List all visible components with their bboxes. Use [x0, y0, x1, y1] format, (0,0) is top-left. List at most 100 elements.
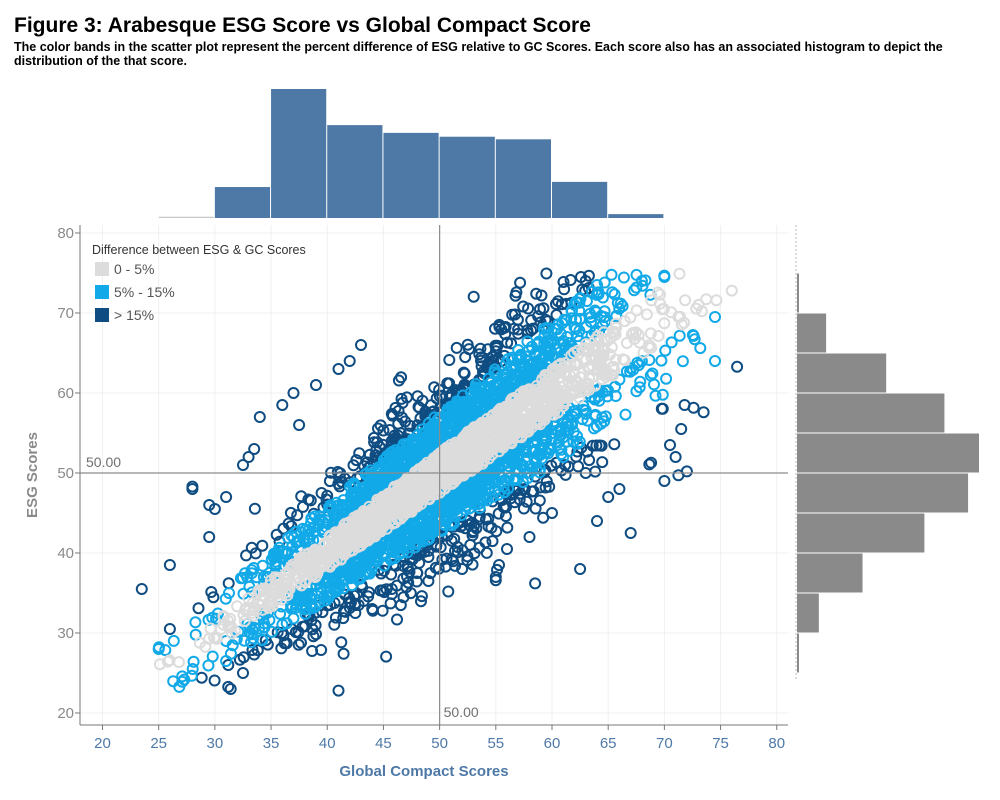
scatter-point: [187, 655, 200, 668]
scatter-point: [253, 411, 266, 423]
scatter-point: [366, 603, 379, 615]
scatter-point: [468, 520, 480, 532]
scatter-point: [645, 456, 658, 469]
scatter-point: [507, 474, 520, 487]
scatter-point: [263, 594, 276, 607]
scatter-point: [159, 644, 172, 657]
scatter-point: [370, 511, 383, 524]
scatter-point: [368, 431, 380, 444]
scatter-point: [506, 454, 519, 467]
scatter-point: [658, 317, 671, 330]
scatter-point: [606, 369, 619, 382]
scatter-point: [516, 359, 529, 371]
scatter-point: [551, 364, 564, 377]
scatter-point: [571, 344, 584, 357]
scatter-point: [416, 394, 429, 407]
y-tick-label: 30: [57, 625, 74, 642]
scatter-point: [578, 343, 590, 356]
scatter-point: [385, 588, 398, 600]
scatter-point: [464, 403, 477, 416]
scatter-point: [353, 447, 366, 460]
scatter-point: [223, 587, 235, 599]
scatter-point: [465, 397, 478, 410]
scatter-point: [392, 502, 405, 515]
scatter-point: [649, 389, 662, 402]
scatter-point: [480, 513, 492, 526]
scatter-point: [234, 572, 247, 585]
scatter-point: [245, 541, 258, 554]
scatter-point: [481, 436, 494, 449]
scatter-point: [332, 363, 345, 375]
scatter-point: [630, 385, 643, 398]
scatter-point: [640, 308, 653, 321]
scatter-point: [557, 431, 570, 444]
scatter-point: [624, 527, 637, 539]
scatter-point: [474, 382, 487, 395]
scatter-point: [450, 341, 463, 354]
scatter-point: [635, 355, 648, 368]
x-tick-label: 70: [656, 735, 673, 752]
scatter-point: [228, 625, 241, 637]
scatter-point: [618, 354, 631, 367]
scatter-point: [302, 524, 315, 537]
scatter-point: [202, 613, 215, 626]
top-histogram-bar: [383, 132, 439, 218]
scatter-point: [204, 622, 217, 635]
scatter-point: [287, 387, 300, 399]
scatter-point: [557, 335, 570, 347]
scatter-point: [415, 595, 427, 608]
right-histogram-bar: [797, 553, 863, 593]
scatter-point: [581, 414, 594, 427]
scatter-point: [248, 502, 261, 515]
scatter-point: [658, 475, 671, 487]
scatter-point: [690, 302, 703, 315]
scatter-point: [461, 550, 474, 563]
scatter-point: [566, 305, 578, 318]
scatter-point: [474, 342, 487, 355]
scatter-point: [644, 327, 657, 340]
scatter-point: [537, 323, 550, 335]
scatter-point: [370, 547, 382, 560]
scatter-point: [163, 559, 176, 571]
scatter-point: [592, 286, 605, 299]
scatter-point: [402, 538, 415, 551]
figure-subtitle: The color bands in the scatter plot repr…: [14, 40, 943, 68]
scatter-point: [332, 684, 345, 697]
scatter-point: [410, 575, 423, 588]
scatter-point: [203, 531, 216, 543]
scatter-point: [337, 647, 350, 660]
scatter-point: [364, 467, 377, 480]
scatter-point: [256, 603, 269, 616]
scatter-point: [192, 602, 205, 615]
scatter-point: [189, 616, 202, 629]
scatter-point: [517, 443, 530, 456]
scatter-point: [353, 509, 366, 522]
scatter-point: [567, 386, 580, 399]
scatter-point: [378, 559, 391, 572]
scatter-point: [687, 329, 700, 342]
scatter-point: [571, 430, 583, 443]
right-histogram-bar: [797, 433, 979, 473]
x-tick-label: 45: [375, 735, 392, 752]
scatter-point: [435, 470, 448, 483]
scatter-point: [656, 388, 669, 401]
scatter-point: [293, 572, 305, 585]
scatter-point: [632, 329, 645, 341]
scatter-point: [436, 524, 448, 537]
scatter-point: [186, 483, 199, 495]
scatter-point: [387, 409, 399, 422]
scatter-point: [348, 589, 361, 602]
scatter-point: [519, 395, 532, 408]
scatter-point: [245, 628, 258, 641]
scatter-point: [286, 546, 299, 559]
scatter-point: [386, 496, 399, 508]
scatter-point: [297, 500, 309, 513]
legend-title: Difference between ESG & GC Scores: [92, 243, 306, 257]
x-tick-label: 30: [207, 735, 224, 752]
scatter-point: [633, 336, 646, 349]
scatter-point: [448, 532, 461, 545]
reference-lines: 50.00 50.00: [80, 225, 788, 725]
scatter-point: [346, 479, 359, 492]
scatter-point: [560, 369, 572, 382]
y-tick-label: 40: [57, 545, 74, 562]
